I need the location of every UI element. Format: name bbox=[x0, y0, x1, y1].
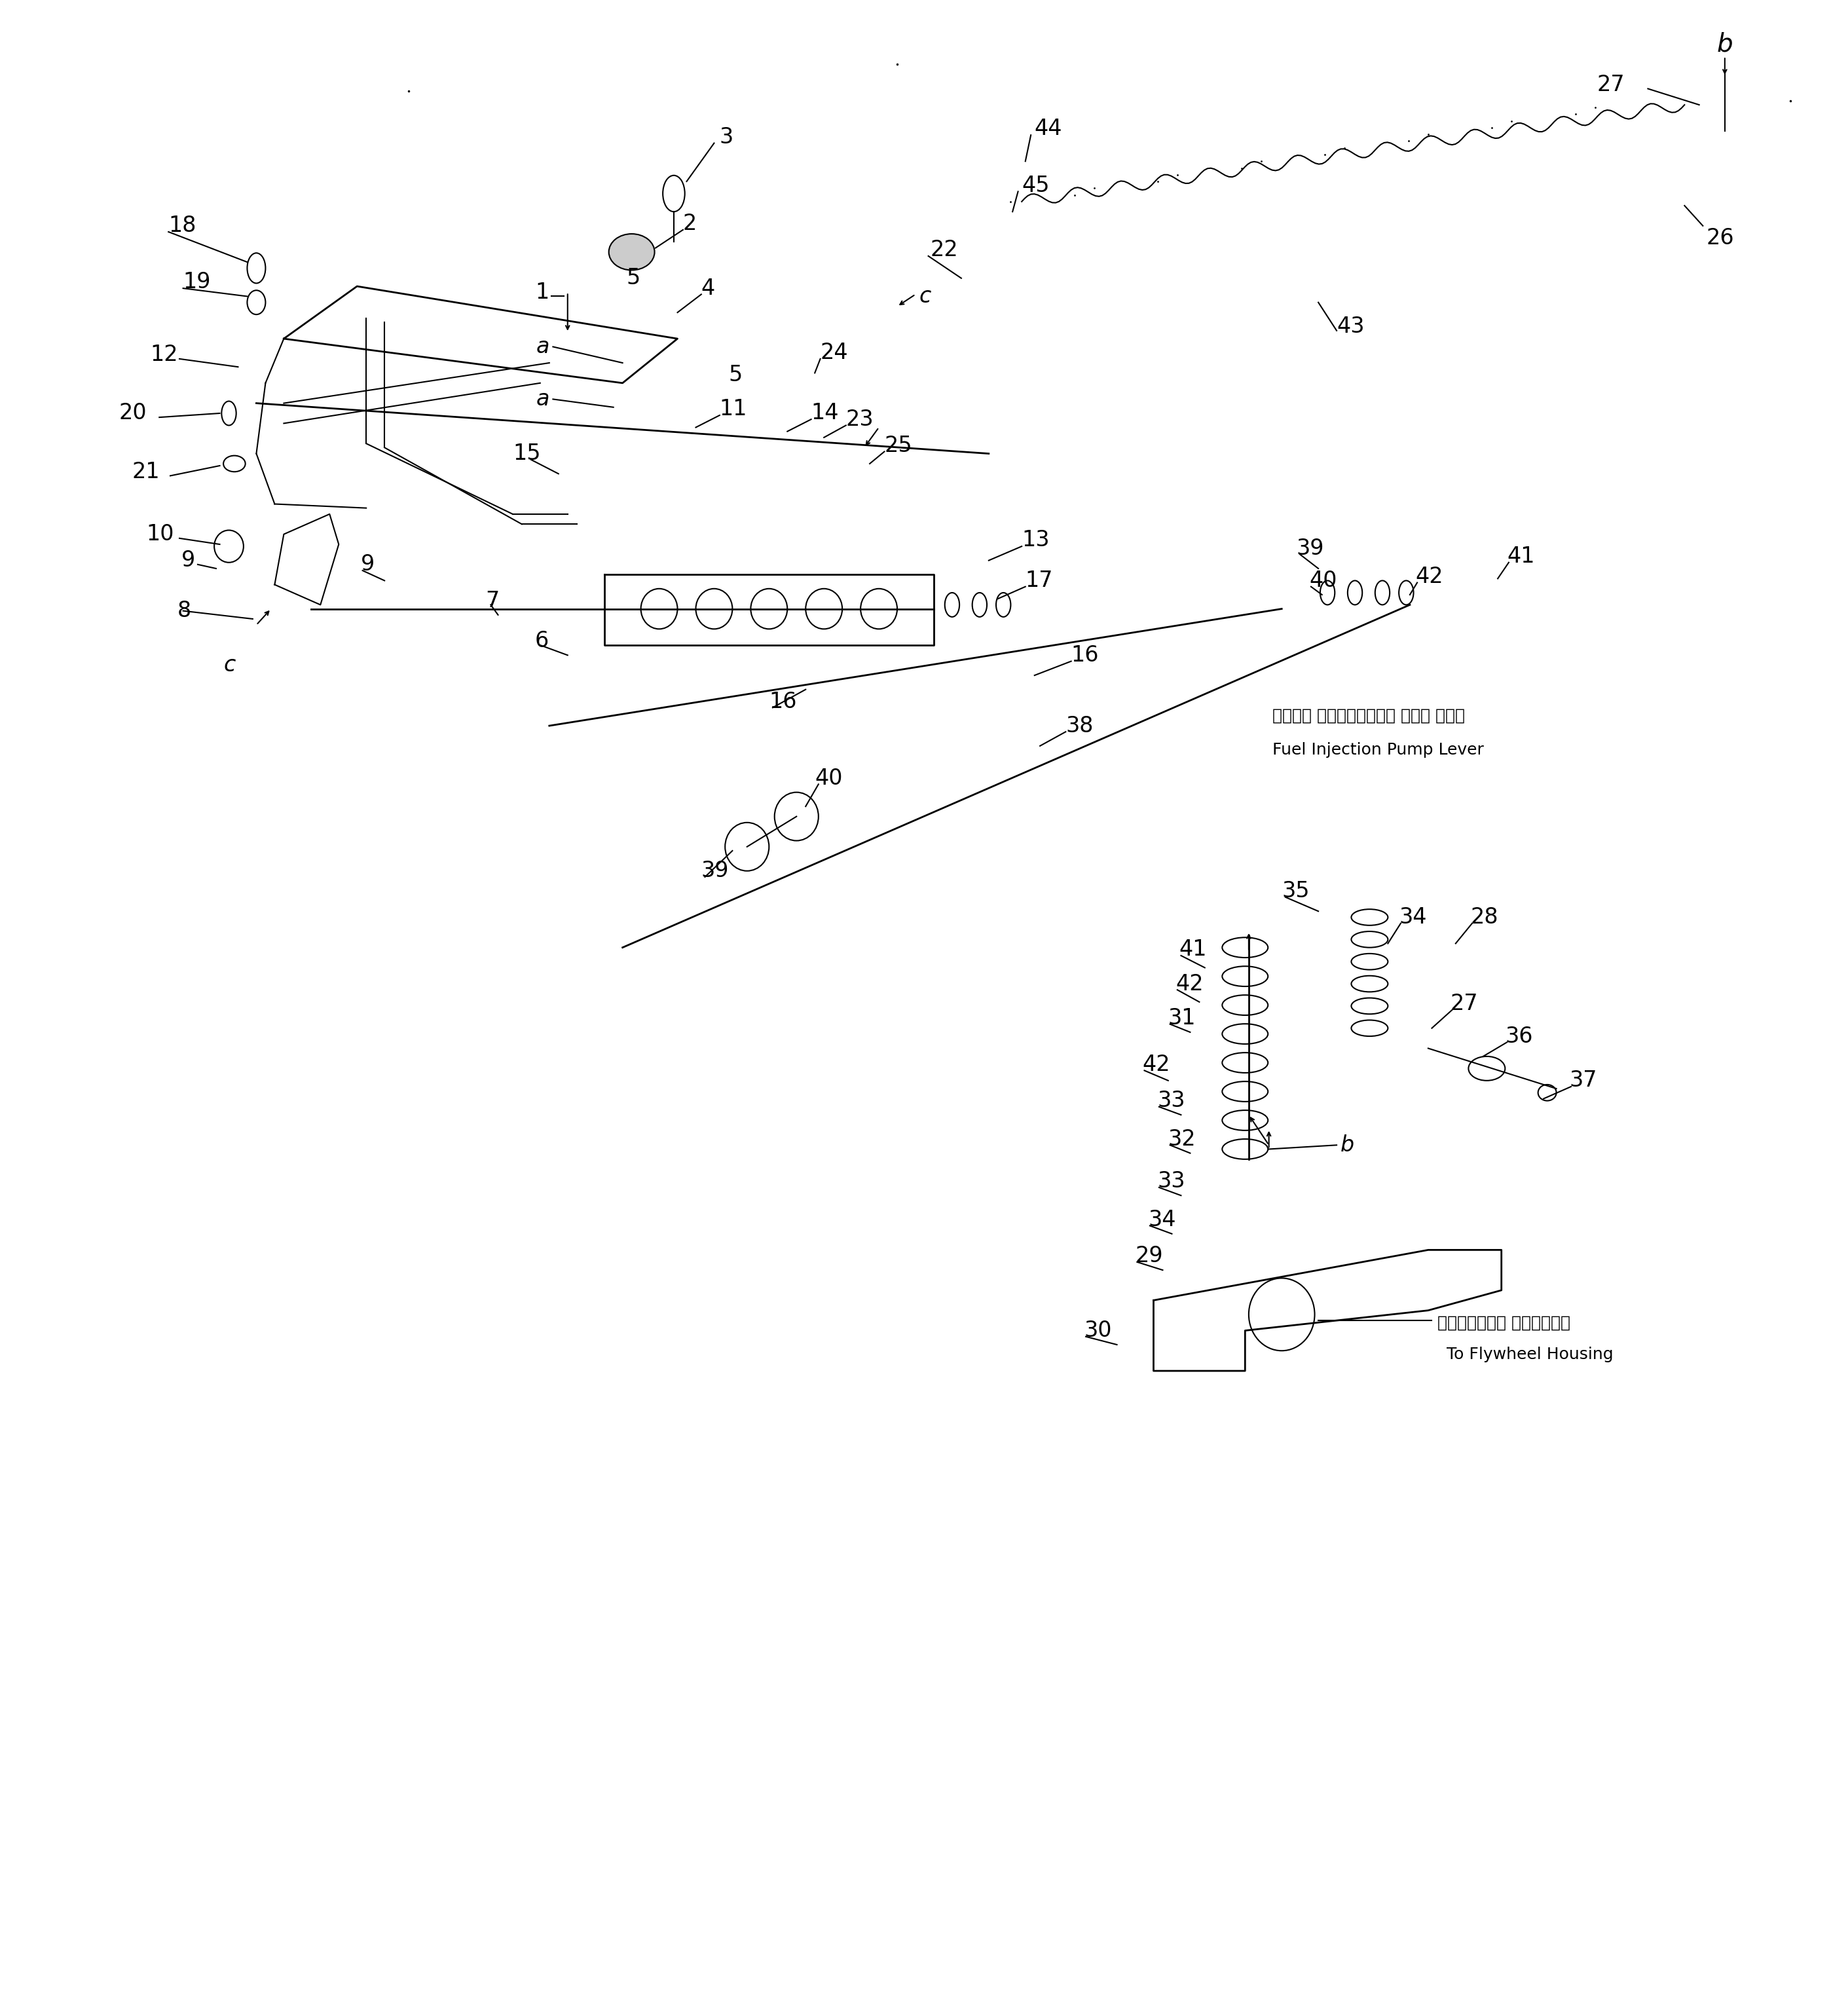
Text: 34: 34 bbox=[1148, 1210, 1176, 1230]
Text: 39: 39 bbox=[1296, 538, 1324, 558]
Text: 27: 27 bbox=[1450, 994, 1478, 1014]
Text: 33: 33 bbox=[1157, 1171, 1185, 1191]
Text: 35: 35 bbox=[1282, 881, 1309, 901]
Text: 15: 15 bbox=[513, 444, 540, 464]
Text: 23: 23 bbox=[846, 409, 873, 429]
Text: 7: 7 bbox=[485, 591, 500, 611]
Text: 18: 18 bbox=[168, 216, 196, 236]
Text: a: a bbox=[536, 389, 549, 409]
Text: b: b bbox=[1717, 32, 1732, 56]
Text: 39: 39 bbox=[701, 861, 729, 881]
Text: c: c bbox=[919, 286, 932, 306]
Text: Fuel Injection Pump Lever: Fuel Injection Pump Lever bbox=[1273, 742, 1483, 758]
Text: 36: 36 bbox=[1505, 1026, 1533, 1046]
Text: 2: 2 bbox=[683, 214, 698, 234]
Text: a: a bbox=[536, 337, 549, 357]
Text: 45: 45 bbox=[1022, 175, 1049, 196]
Text: 32: 32 bbox=[1168, 1129, 1196, 1149]
Text: 4: 4 bbox=[701, 278, 716, 298]
Text: c: c bbox=[223, 655, 236, 675]
Text: 26: 26 bbox=[1706, 228, 1734, 248]
Text: 42: 42 bbox=[1415, 566, 1443, 587]
Text: 12: 12 bbox=[150, 345, 178, 365]
Text: 5: 5 bbox=[729, 365, 743, 385]
Text: 22: 22 bbox=[930, 240, 958, 260]
Text: 9: 9 bbox=[181, 550, 196, 571]
Text: 14: 14 bbox=[811, 403, 839, 423]
Text: To Flywheel Housing: To Flywheel Housing bbox=[1446, 1347, 1613, 1363]
Text: 11: 11 bbox=[720, 399, 747, 419]
Text: 43: 43 bbox=[1337, 317, 1364, 337]
Text: 28: 28 bbox=[1470, 907, 1498, 927]
Text: 6: 6 bbox=[535, 631, 549, 651]
Text: 30: 30 bbox=[1084, 1320, 1111, 1341]
Text: 40: 40 bbox=[815, 768, 842, 788]
Text: 1: 1 bbox=[535, 282, 549, 302]
Text: 17: 17 bbox=[1025, 571, 1053, 591]
Text: b: b bbox=[1340, 1135, 1355, 1155]
Text: 44: 44 bbox=[1035, 119, 1062, 139]
Text: 10: 10 bbox=[146, 524, 174, 544]
Text: フライホィール ハウジングへ: フライホィール ハウジングへ bbox=[1437, 1314, 1571, 1331]
Text: 16: 16 bbox=[769, 691, 796, 712]
Text: 42: 42 bbox=[1143, 1054, 1170, 1075]
Text: 37: 37 bbox=[1569, 1070, 1597, 1091]
Text: 19: 19 bbox=[183, 272, 211, 292]
Text: 20: 20 bbox=[119, 403, 146, 423]
Text: 40: 40 bbox=[1309, 571, 1337, 591]
Text: 42: 42 bbox=[1176, 974, 1203, 994]
Text: 24: 24 bbox=[820, 343, 848, 363]
Text: 5: 5 bbox=[626, 268, 641, 288]
Text: 29: 29 bbox=[1135, 1246, 1163, 1266]
Text: 34: 34 bbox=[1399, 907, 1426, 927]
Text: フェエル インジェクション ホンフ レハー: フェエル インジェクション ホンフ レハー bbox=[1273, 708, 1465, 724]
Text: 31: 31 bbox=[1168, 1008, 1196, 1028]
Text: 33: 33 bbox=[1157, 1091, 1185, 1111]
Text: 41: 41 bbox=[1507, 546, 1534, 566]
Text: 13: 13 bbox=[1022, 530, 1049, 550]
Text: 25: 25 bbox=[884, 435, 912, 456]
Text: 3: 3 bbox=[720, 127, 734, 147]
Text: 41: 41 bbox=[1179, 939, 1207, 960]
Text: 9: 9 bbox=[361, 554, 375, 575]
Text: 38: 38 bbox=[1066, 716, 1093, 736]
Ellipse shape bbox=[608, 234, 655, 270]
Text: 8: 8 bbox=[178, 601, 192, 621]
Text: 16: 16 bbox=[1071, 645, 1099, 665]
Text: 27: 27 bbox=[1597, 75, 1624, 95]
Text: 21: 21 bbox=[132, 462, 159, 482]
